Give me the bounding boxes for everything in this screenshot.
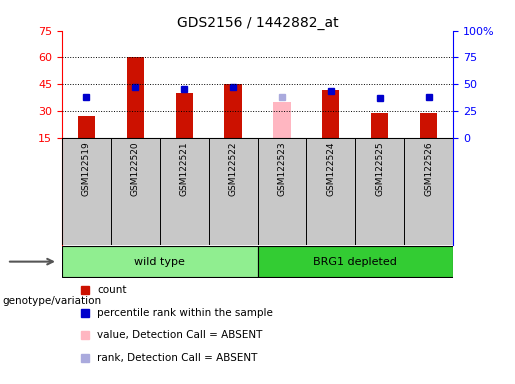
Bar	[62, 31, 111, 245]
Bar	[258, 31, 306, 245]
Bar	[404, 31, 453, 245]
Text: percentile rank within the sample: percentile rank within the sample	[97, 308, 273, 318]
Bar	[371, 113, 388, 138]
Text: GSM122523: GSM122523	[278, 141, 286, 196]
Text: count: count	[97, 285, 127, 295]
Bar	[420, 113, 437, 138]
Text: wild type: wild type	[134, 257, 185, 266]
Text: GSM122526: GSM122526	[424, 141, 433, 196]
Text: GSM122525: GSM122525	[375, 141, 384, 196]
Text: genotype/variation: genotype/variation	[3, 296, 101, 306]
Bar	[176, 93, 193, 138]
Text: rank, Detection Call = ABSENT: rank, Detection Call = ABSENT	[97, 353, 258, 363]
Text: GSM122522: GSM122522	[229, 141, 237, 196]
Bar	[127, 58, 144, 138]
Bar	[209, 31, 258, 245]
Text: GSM122521: GSM122521	[180, 141, 188, 196]
Text: GSM122519: GSM122519	[82, 141, 91, 196]
Text: GSM122520: GSM122520	[131, 141, 140, 196]
Bar	[111, 31, 160, 245]
Bar	[258, 247, 453, 277]
Bar	[225, 84, 242, 138]
Bar	[273, 102, 290, 138]
Bar	[322, 89, 339, 138]
Text: value, Detection Call = ABSENT: value, Detection Call = ABSENT	[97, 330, 263, 340]
Bar	[355, 31, 404, 245]
Text: GSM122524: GSM122524	[327, 141, 335, 196]
Text: BRG1 depleted: BRG1 depleted	[314, 257, 397, 266]
Bar	[62, 247, 258, 277]
Title: GDS2156 / 1442882_at: GDS2156 / 1442882_at	[177, 16, 338, 30]
Bar	[78, 116, 95, 138]
Bar	[306, 31, 355, 245]
Bar	[160, 31, 209, 245]
